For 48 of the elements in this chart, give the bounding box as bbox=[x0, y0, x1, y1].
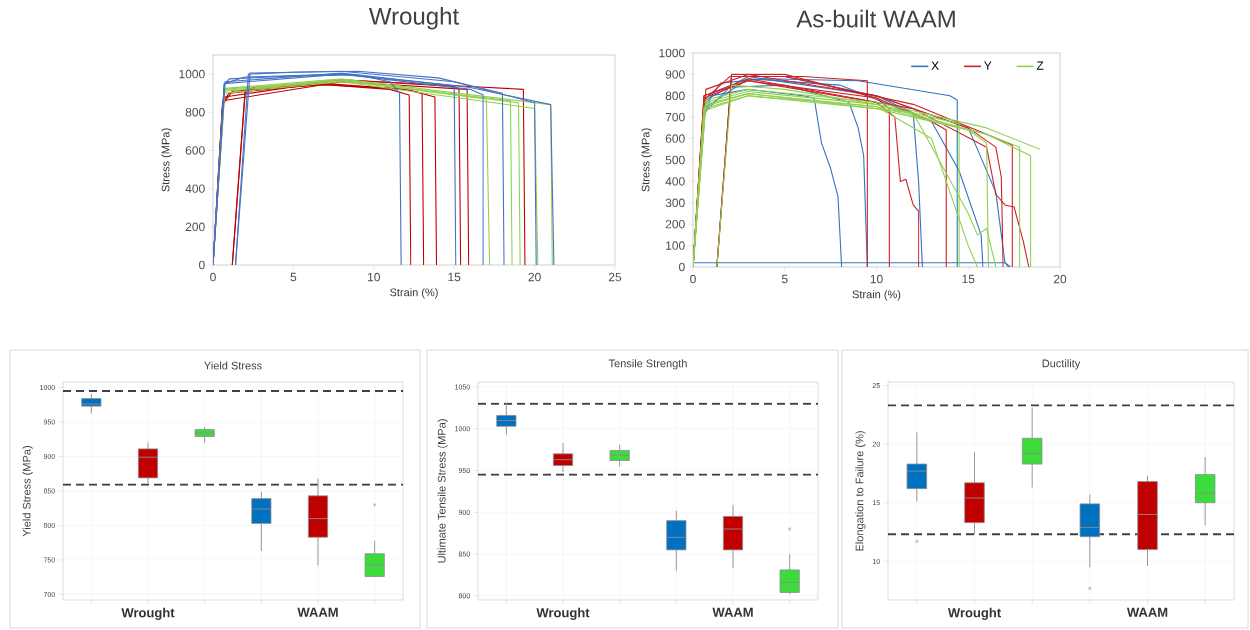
chart-title: As-built WAAM bbox=[796, 9, 955, 28]
y-tick-label: 900 bbox=[665, 70, 685, 79]
y-tick-label: 1000 bbox=[659, 48, 685, 58]
x-tick-label: 0 bbox=[690, 274, 696, 284]
chart-title: Wrought bbox=[368, 7, 459, 30]
y-axis-title: Yield Stress (MPa) bbox=[22, 446, 33, 537]
y-axis-title: Ultimate Tensile Stress (MPa) bbox=[437, 419, 448, 563]
x-tick-label: WAAM bbox=[297, 607, 338, 617]
x-tick-label: WAAM bbox=[1126, 607, 1168, 617]
x-tick-label: 5 bbox=[290, 272, 297, 282]
x-tick-label: 10 bbox=[368, 272, 381, 282]
x-axis-title: Strain (%) bbox=[852, 290, 901, 301]
x-tick-label: 20 bbox=[1053, 274, 1067, 284]
chart-title: Ductility bbox=[1042, 359, 1081, 370]
y-tick-label: 100 bbox=[666, 241, 685, 250]
chart-title: Yield Stress bbox=[204, 361, 262, 370]
x-tick-label: 0 bbox=[210, 272, 216, 282]
y-tick-label: 800 bbox=[665, 91, 685, 101]
x-tick-label: Wrought bbox=[121, 607, 175, 620]
y-tick-label: 200 bbox=[665, 219, 685, 229]
y-tick-label: 400 bbox=[665, 177, 685, 186]
x-tick-label: 15 bbox=[962, 274, 975, 284]
legend-label: Y bbox=[984, 61, 992, 70]
y-tick-label: 700 bbox=[665, 112, 685, 122]
y-tick-label: 300 bbox=[665, 198, 685, 208]
x-tick-label: Wrought bbox=[947, 607, 1001, 620]
y-tick-label: 400 bbox=[185, 184, 205, 193]
y-tick-label: 0 bbox=[679, 262, 685, 272]
x-tick-label: 20 bbox=[528, 272, 541, 282]
x-axis-title: Strain (%) bbox=[390, 288, 438, 299]
y-axis-title: Elongation to Failure (%) bbox=[855, 431, 866, 551]
x-tick-label: 15 bbox=[448, 272, 461, 282]
y-tick-label: 0 bbox=[199, 260, 205, 270]
chart-title: Tensile Strength bbox=[608, 359, 687, 370]
y-tick-label: 600 bbox=[665, 134, 685, 143]
y-axis-title: Stress (MPa) bbox=[161, 128, 172, 192]
y-axis-title: Stress (MPa) bbox=[641, 128, 652, 192]
x-tick-label: WAAM bbox=[712, 607, 753, 617]
y-tick-label: 1000 bbox=[179, 69, 205, 79]
x-tick-label: 5 bbox=[781, 274, 788, 284]
x-tick-label: Wrought bbox=[536, 607, 590, 620]
y-tick-label: 600 bbox=[185, 146, 205, 155]
x-tick-label: 25 bbox=[608, 272, 622, 282]
legend-label: X bbox=[931, 61, 939, 70]
y-tick-label: 800 bbox=[185, 108, 205, 117]
legend-label: Z bbox=[1036, 61, 1044, 70]
y-tick-label: 200 bbox=[185, 222, 205, 232]
y-tick-label: 500 bbox=[665, 155, 685, 165]
